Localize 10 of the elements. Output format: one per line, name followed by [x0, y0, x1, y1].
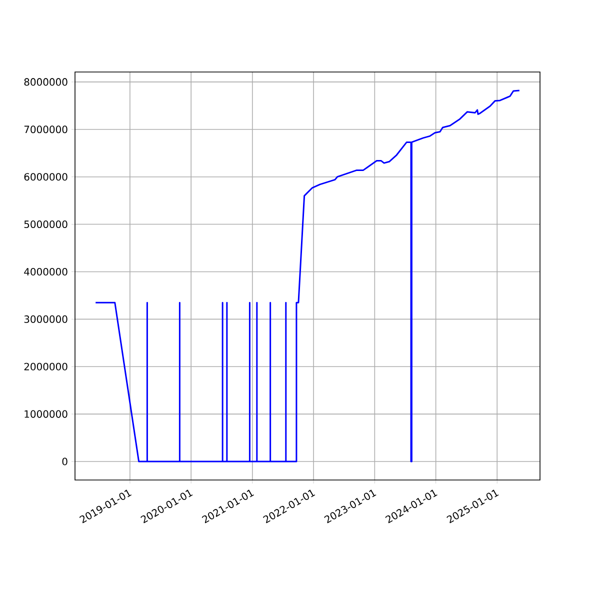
- y-tick-label: 7000000: [24, 126, 68, 134]
- line-series: [94, 90, 520, 462]
- y-tick-label: 1000000: [24, 410, 68, 418]
- y-tick-label: 6000000: [24, 173, 68, 181]
- y-tick-label: 5000000: [24, 220, 68, 228]
- y-tick-label: 0: [62, 458, 68, 466]
- y-tick-label: 4000000: [24, 268, 68, 276]
- y-tick-label: 8000000: [24, 78, 68, 86]
- y-tick-label: 3000000: [24, 315, 68, 323]
- y-tick-label: 2000000: [24, 362, 68, 370]
